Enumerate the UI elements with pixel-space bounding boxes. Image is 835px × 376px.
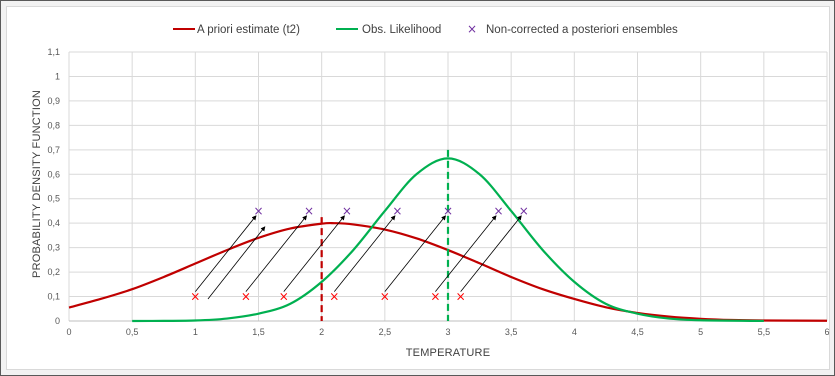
y-tick-label: 0,5 — [47, 194, 60, 204]
x-tick-label: 4,5 — [631, 327, 644, 337]
x-tick-label: 1,5 — [252, 327, 265, 337]
x-tick-label: 1 — [193, 327, 198, 337]
y-tick-label: 0,9 — [47, 96, 60, 106]
update-arrow — [245, 215, 308, 292]
prior-ensemble-point: × — [241, 290, 251, 304]
x-tick-label: 3,5 — [505, 327, 518, 337]
prior-ensemble-point: × — [190, 290, 200, 304]
posterior-ensemble-point: × — [253, 204, 263, 218]
x-tick-label: 0 — [66, 327, 71, 337]
y-tick-label: 0,7 — [47, 145, 60, 155]
update-arrow — [460, 215, 522, 292]
x-tick-label: 2 — [319, 327, 324, 337]
prior-ensemble-point: × — [380, 290, 390, 304]
x-tick-label: 4 — [572, 327, 577, 337]
legend: A priori estimate (t2) Obs. Likelihood ×… — [173, 22, 678, 36]
x-tick-label: 6 — [824, 327, 829, 337]
posterior-ensemble-point: × — [304, 204, 314, 218]
legend-label-posterior: Non-corrected a posteriori ensembles — [486, 24, 678, 36]
chart-area — [6, 6, 830, 370]
posterior-ensemble-point: × — [342, 204, 352, 218]
update-arrow — [195, 215, 257, 292]
prior-ensemble-point: × — [456, 290, 466, 304]
y-axis-title: PROBABILITY DENSITY FUNCTION — [31, 90, 43, 278]
x-tick-label: 2,5 — [379, 327, 392, 337]
y-tick-label: 0,6 — [47, 169, 60, 179]
mean-lines — [320, 149, 450, 321]
posterior-ensemble-point: × — [392, 204, 402, 218]
y-tick-label: 0,2 — [47, 267, 60, 277]
legend-label-likelihood: Obs. Likelihood — [362, 24, 441, 36]
series-line-0 — [68, 221, 828, 322]
y-tick-label: 0,4 — [47, 218, 60, 228]
prior-ensemble-point: × — [279, 290, 289, 304]
x-axis-title: TEMPERATURE — [406, 347, 491, 359]
x-tick-label: 5 — [698, 327, 703, 337]
prior-ensemble-point: × — [430, 290, 440, 304]
posterior-ensemble-point: × — [519, 204, 529, 218]
ensemble-markers: × × × × × × × × × × × × × × — [190, 204, 529, 304]
update-arrow — [207, 226, 266, 300]
tick-labels: 0 0,5 1 1,5 2 2,5 3 3,5 4 4,5 5 5,5 6 0 0,1 0,2 0,3 0,4 0,… — [47, 47, 829, 337]
posterior-ensemble-point: × — [443, 204, 453, 218]
legend-marker-posterior: × — [467, 22, 477, 36]
series-line-1 — [132, 157, 764, 323]
prior-ensemble-point: × — [329, 290, 339, 304]
update-arrow — [333, 215, 396, 292]
update-arrow — [283, 215, 345, 292]
x-tick-label: 0,5 — [126, 327, 139, 337]
update-arrow — [435, 215, 497, 292]
curves — [68, 157, 828, 323]
y-tick-label: 1,1 — [47, 47, 60, 57]
update-arrows — [195, 215, 522, 300]
legend-label-prior: A priori estimate (t2) — [197, 24, 300, 36]
y-tick-label: 0,1 — [47, 292, 60, 302]
y-tick-label: 0,3 — [47, 243, 60, 253]
update-arrow — [384, 215, 446, 292]
y-tick-label: 1 — [55, 71, 60, 81]
posterior-ensemble-point: × — [494, 204, 504, 218]
y-tick-label: 0 — [55, 316, 60, 326]
x-tick-label: 3 — [445, 327, 450, 337]
x-tick-label: 5,5 — [758, 327, 771, 337]
y-tick-label: 0,8 — [47, 120, 60, 130]
